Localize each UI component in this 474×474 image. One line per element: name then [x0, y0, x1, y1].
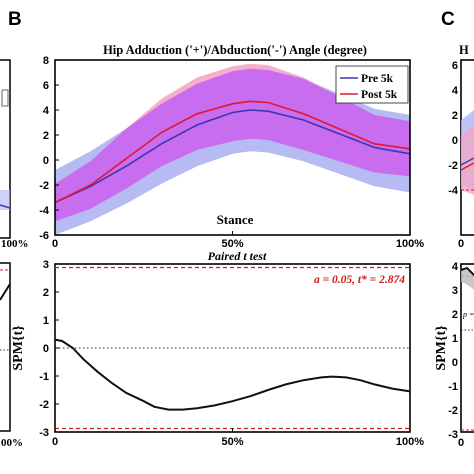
top-lines: [55, 100, 410, 204]
top-chart-title: Hip Adduction ('+')/Abduction('-') Angle…: [103, 43, 367, 57]
left-panel-fragment: 100% 00%: [0, 59, 29, 449]
top-y-tick-label: 2: [43, 130, 49, 142]
top-legend: Pre 5k Post 5k: [335, 65, 409, 104]
right-bottom-y-tick-label: 1: [452, 333, 458, 345]
right-top-y-tick-label: 0: [452, 135, 458, 147]
bottom-y-tick-label: 0: [43, 343, 49, 355]
top-x-tick-label: 100%: [396, 238, 424, 250]
top-y-tick-label: -4: [39, 205, 50, 217]
left-top-tick-label: 100%: [1, 238, 29, 250]
bottom-chart-title: Paired t test: [208, 249, 267, 263]
bottom-y-tick-label: 1: [43, 315, 49, 327]
bottom-x-ticks: 0 50% 100%: [52, 428, 424, 448]
left-top-axes-fragment: [0, 59, 11, 239]
top-y-tick-label: -2: [39, 180, 49, 192]
right-bottom-y-tick-label: -3: [448, 429, 458, 441]
bottom-x-tick-label: 50%: [221, 436, 243, 448]
panel-label-b: B: [8, 9, 22, 30]
top-y-tick-label: -6: [39, 230, 49, 242]
right-top-axis-start: 0: [458, 238, 464, 250]
right-post-line-fragment: [460, 162, 474, 171]
right-title-fragment: H: [459, 43, 469, 57]
spm-t-curve: [54, 338, 411, 411]
top-x-tick-label: 50%: [221, 238, 243, 250]
top-y-tick-label: 8: [43, 55, 49, 67]
right-p-fragment: p =: [462, 310, 474, 319]
right-top-y-tick-label: -2: [448, 160, 458, 172]
bottom-y-tick-label: 2: [43, 287, 49, 299]
line-post-5k: [55, 100, 410, 204]
right-bottom-y-tick-label: 0: [452, 357, 458, 369]
right-pre-line-fragment: [460, 157, 474, 166]
top-x-axis-label: Stance: [217, 212, 254, 227]
left-line-fragment: [0, 204, 11, 209]
threshold-annotation: a = 0.05, t* = 2.874: [314, 274, 405, 286]
right-bottom-axes-fragment: [460, 263, 474, 433]
bottom-x-tick-label: 0: [52, 436, 58, 448]
right-top-y-ticks: 6 4 2 0 -2 -4: [448, 60, 459, 197]
left-band-fragment: [0, 190, 10, 210]
bottom-y-tick-label: -2: [39, 399, 49, 411]
legend-post-5k-label: Post 5k: [361, 89, 398, 101]
right-top-y-tick-label: 6: [452, 60, 458, 72]
right-panel-fragment: H 6 4 2 0 -2 -4 0 p = 4 3 2 1 0 -1 -2 -3 SPM{t} 0: [434, 43, 474, 449]
top-y-tick-label: 4: [43, 105, 50, 117]
line-pre-5k: [55, 109, 410, 204]
top-y-tick-label: 6: [43, 80, 49, 92]
right-top-y-tick-label: -4: [448, 185, 459, 197]
top-x-tick-label: 0: [52, 238, 58, 250]
top-chart: Hip Adduction ('+')/Abduction('-') Angle…: [39, 43, 424, 250]
legend-pre-5k-label: Pre 5k: [361, 73, 394, 85]
top-bands: [55, 63, 410, 235]
right-bottom-y-tick-label: -1: [448, 381, 458, 393]
bottom-reference-lines: [55, 266, 410, 430]
right-bottom-y-ticks: 4 3 2 1 0 -1 -2 -3: [448, 261, 459, 441]
band-overlap: [55, 68, 410, 222]
legend-box: [335, 65, 409, 104]
bottom-y-tick-label: 3: [43, 259, 49, 271]
top-y-ticks: -6 -4 -2 0 2 4 6 8: [39, 55, 59, 242]
bottom-y-tick-label: -1: [39, 371, 49, 383]
right-top-y-tick-label: 2: [452, 110, 458, 122]
right-bottom-axis-start: 0: [458, 437, 464, 449]
bottom-lines: [54, 338, 411, 411]
right-spm-fragment: [460, 266, 474, 276]
bottom-chart: Paired t test -3 -2 -1 0 1 2 3 0 50% 100% a = 0.…: [11, 249, 424, 448]
right-bottom-y-tick-label: 3: [452, 285, 458, 297]
left-spm-fragment: [0, 283, 11, 301]
right-bottom-y-tick-label: 4: [452, 261, 459, 273]
left-legend-fragment: [1, 89, 9, 107]
right-cluster-fragment: [461, 269, 474, 290]
bottom-y-tick-label: -3: [39, 427, 49, 439]
left-bottom-tick-label: 00%: [1, 437, 23, 449]
right-bottom-y-tick-label: 2: [452, 309, 458, 321]
top-y-tick-label: 0: [43, 155, 49, 167]
bottom-x-tick-label: 100%: [396, 436, 424, 448]
left-bottom-axes-fragment: [0, 262, 11, 432]
right-top-y-tick-label: 4: [452, 85, 459, 97]
bottom-y-ticks: -3 -2 -1 0 1 2 3: [39, 259, 59, 439]
right-bottom-y-tick-label: -2: [448, 405, 458, 417]
right-post-band-fragment: [461, 125, 474, 195]
panel-label-c: C: [441, 9, 455, 30]
top-x-ticks: 0 50% 100%: [52, 231, 424, 250]
bottom-y-axis-label: SPM{t}: [11, 325, 26, 371]
right-bottom-y-axis-label: SPM{t}: [434, 325, 449, 371]
